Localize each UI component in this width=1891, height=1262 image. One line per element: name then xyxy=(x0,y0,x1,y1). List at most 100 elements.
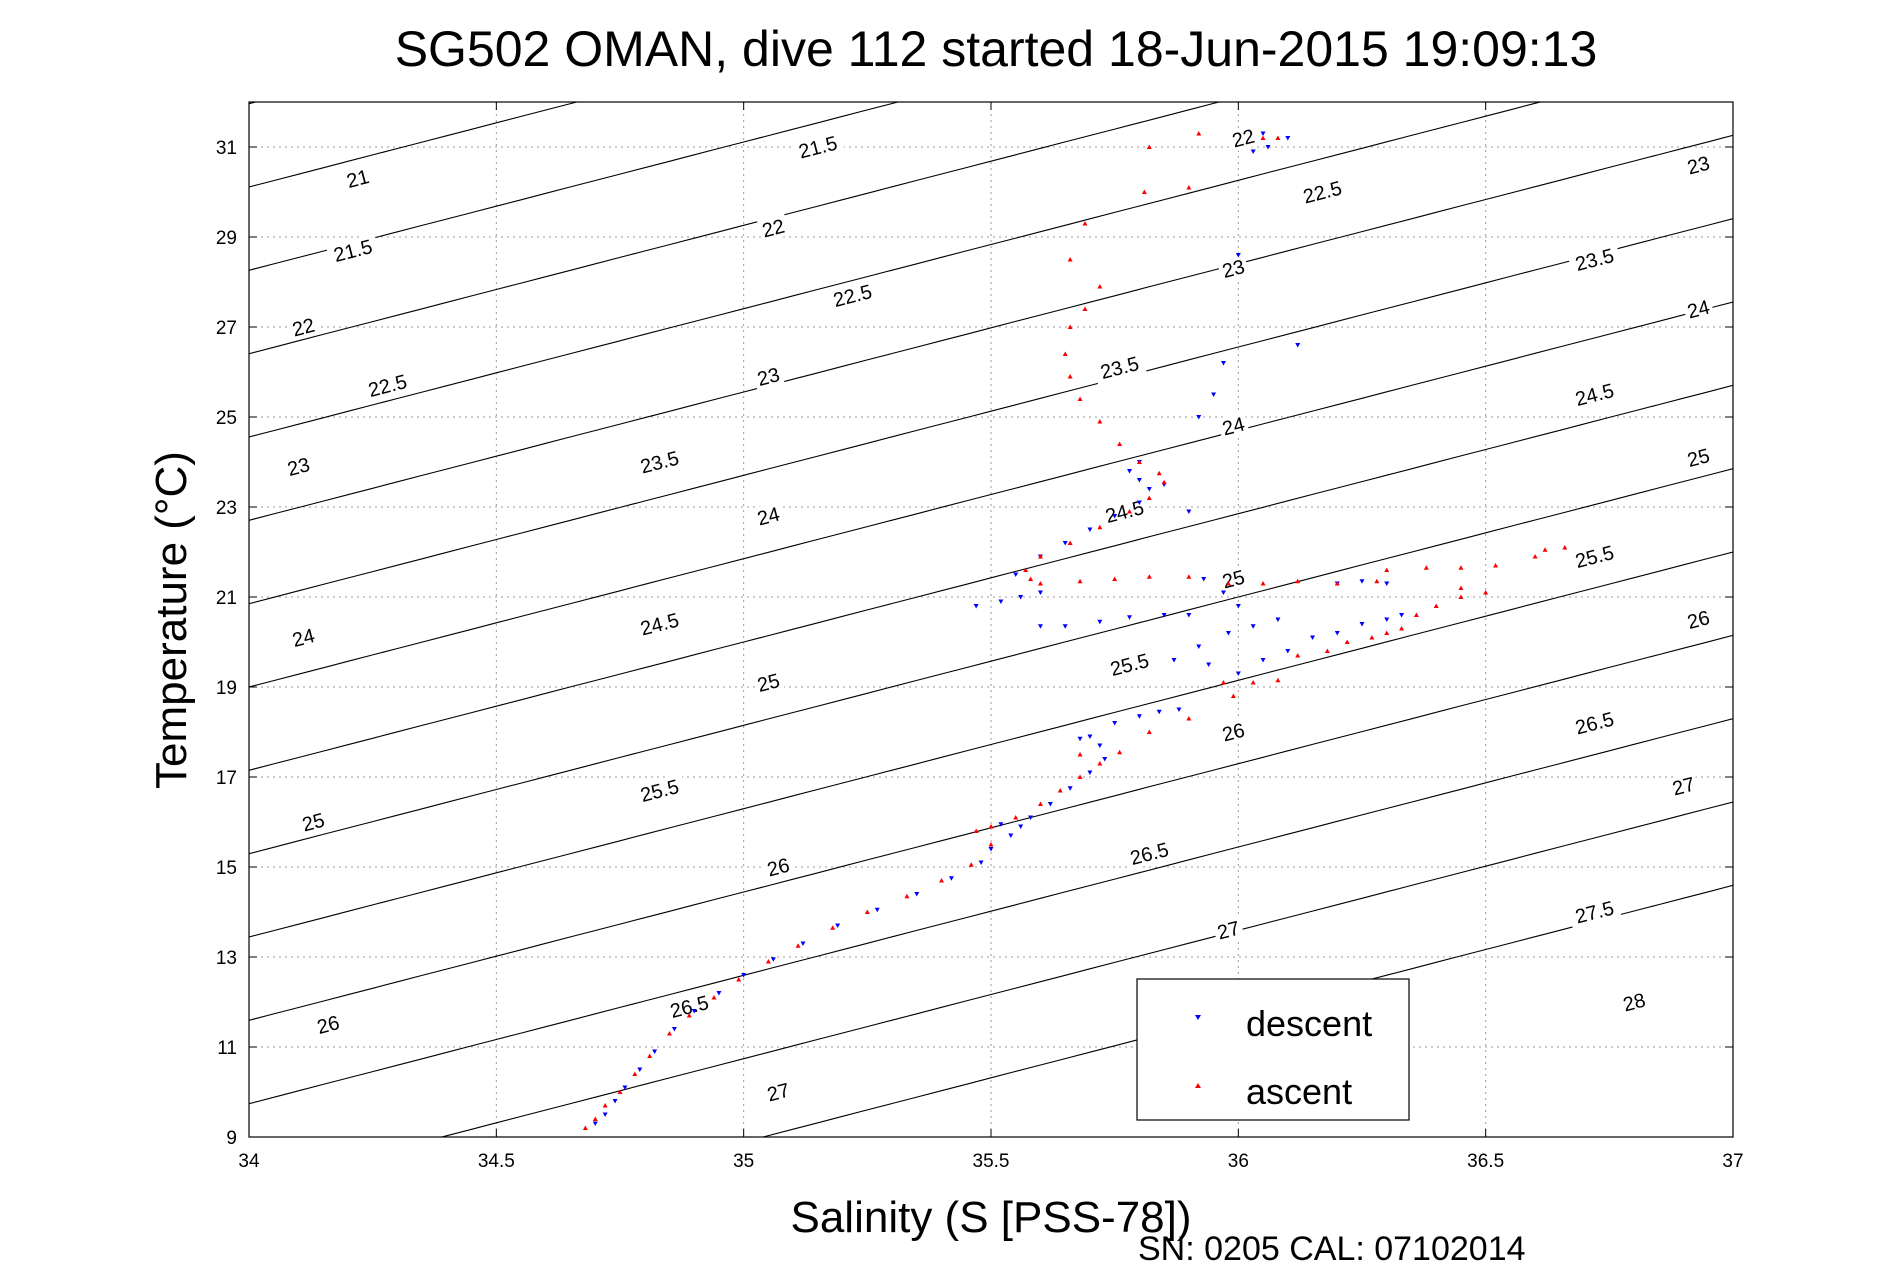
descent-point xyxy=(1136,714,1142,719)
y-tick-label: 19 xyxy=(216,678,237,699)
contour-label-text: 27 xyxy=(1215,918,1242,945)
density-contour-27 xyxy=(249,718,1733,1105)
contour-label-text: 24 xyxy=(1685,297,1712,324)
descent-point xyxy=(1359,622,1365,627)
ascent-point xyxy=(939,878,945,883)
x-tick-label: 34 xyxy=(238,1151,260,1172)
ascent-point xyxy=(1097,524,1103,530)
descent-point xyxy=(1310,635,1316,640)
descent-point xyxy=(1047,802,1053,807)
ascent-point xyxy=(1067,324,1073,329)
descent-point xyxy=(1087,734,1093,739)
y-tick-label: 11 xyxy=(217,1038,237,1059)
x-tick-label: 35 xyxy=(733,1151,754,1172)
ascent-point xyxy=(592,1116,598,1121)
descent-point xyxy=(1384,617,1390,622)
ascent-point xyxy=(1028,576,1034,581)
descent-point xyxy=(1334,631,1340,636)
contour-label-text: 23 xyxy=(285,454,312,481)
contour-label-text: 28 xyxy=(1621,990,1648,1017)
contour-label-text: 26.5 xyxy=(1128,839,1171,870)
ascent-point xyxy=(1260,581,1266,586)
contour-label: 24.5 xyxy=(1567,377,1622,412)
descent-point xyxy=(1220,361,1226,366)
contour-label-text: 22 xyxy=(760,216,787,243)
descent-point xyxy=(874,907,880,913)
ascent-point xyxy=(632,1071,638,1076)
contour-label: 22.5 xyxy=(1295,175,1350,209)
descent-point xyxy=(1018,595,1024,600)
contour-label: 27 xyxy=(761,1077,795,1106)
ascent-point xyxy=(1220,680,1226,685)
y-tick-label: 17 xyxy=(216,768,237,789)
x-axis-ticks: 34 34.5 35 35.5 36 36.5 37 xyxy=(238,102,1744,1172)
legend-marker-descent xyxy=(1195,1015,1201,1020)
descent-point xyxy=(1171,658,1177,663)
density-contours xyxy=(249,102,1733,1137)
descent-point xyxy=(1201,577,1207,582)
descent-point xyxy=(622,1085,628,1090)
density-contour-24 xyxy=(249,218,1733,605)
ascent-point xyxy=(736,977,742,982)
contour-label-text: 23.5 xyxy=(1098,353,1141,384)
x-tick-label: 35.5 xyxy=(973,1151,1010,1172)
contour-label: 27 xyxy=(1212,915,1245,945)
contour-label: 23.5 xyxy=(1092,350,1147,385)
contour-label: 25.5 xyxy=(632,773,687,808)
ascent-point xyxy=(1344,639,1350,644)
contour-label: 23 xyxy=(1682,150,1715,179)
data-points xyxy=(582,131,1568,1130)
contour-label-text: 25 xyxy=(1685,445,1712,472)
contour-label-text: 22.5 xyxy=(1301,177,1344,208)
ascent-point xyxy=(1146,729,1152,734)
ascent-point xyxy=(1493,563,1499,568)
descent-point xyxy=(1285,649,1291,654)
ascent-point xyxy=(1057,788,1063,793)
descent-point xyxy=(1176,707,1182,712)
descent-point xyxy=(1250,624,1256,629)
descent-point xyxy=(948,876,954,881)
ascent-point xyxy=(1077,752,1083,757)
contour-label-text: 24 xyxy=(755,504,782,531)
ascent-point xyxy=(1097,761,1103,766)
chart-title: SG502 OMAN, dive 112 started 18-Jun-2015… xyxy=(395,21,1598,77)
descent-point xyxy=(1087,770,1093,775)
ascent-point xyxy=(1146,144,1152,149)
descent-point xyxy=(1211,392,1217,397)
descent-point xyxy=(998,822,1004,827)
ascent-point xyxy=(1082,306,1088,311)
descent-point xyxy=(637,1067,643,1072)
descent-point xyxy=(1260,658,1266,663)
legend-box xyxy=(1136,978,1410,1121)
contour-label-text: 23 xyxy=(1220,256,1247,283)
ascent-point xyxy=(1562,545,1568,550)
contour-label: 22.5 xyxy=(360,368,415,403)
ascent-point xyxy=(864,909,870,914)
descent-point xyxy=(1399,613,1405,618)
descent-point xyxy=(973,604,979,609)
contour-label: 28 xyxy=(1617,987,1651,1017)
contour-label: 23 xyxy=(1217,254,1250,283)
contour-label: 23 xyxy=(282,452,315,481)
ascent-point xyxy=(1062,351,1068,356)
descent-point xyxy=(1102,757,1108,762)
contour-label: 22 xyxy=(287,312,320,341)
ascent-point xyxy=(973,828,979,833)
ascent-point xyxy=(1127,509,1133,514)
contour-label: 22 xyxy=(756,213,790,243)
contour-label: 25.5 xyxy=(1567,539,1622,574)
ascent-point xyxy=(1117,441,1123,446)
ascent-point xyxy=(1186,185,1192,190)
contour-label-text: 27.5 xyxy=(1573,897,1616,928)
contour-label: 26.5 xyxy=(1567,706,1622,740)
contour-label-text: 27 xyxy=(1670,774,1697,801)
ascent-point xyxy=(1532,554,1538,559)
density-contour-labels: 21 21.5 22 22.5 23 24 25 26 21.5 22 22.5 23 23.5 24 24… xyxy=(282,123,1715,1106)
y-tick-label: 31 xyxy=(216,138,237,159)
ascent-point xyxy=(1037,581,1043,586)
descent-point xyxy=(1285,136,1291,141)
ascent-point xyxy=(1324,648,1330,653)
ascent-point xyxy=(1067,374,1073,379)
ascent-point xyxy=(1225,581,1231,586)
